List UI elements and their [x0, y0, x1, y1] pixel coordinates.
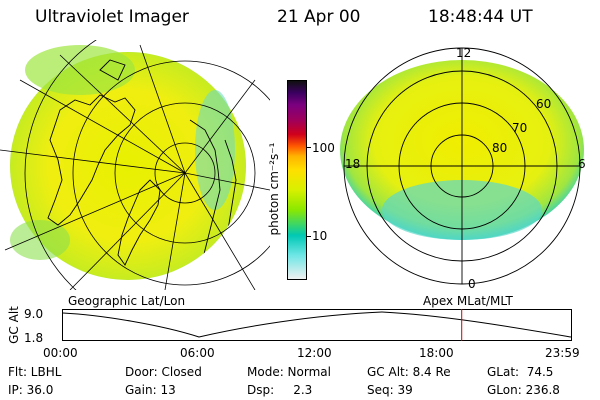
time-tick-0000: 00:00: [43, 346, 78, 360]
mlt-label-0: 0: [468, 277, 476, 291]
mlt-polar-plot: [340, 47, 584, 285]
status-mode: Mode: Normal: [247, 365, 331, 379]
status-glon: GLon: 236.8: [487, 383, 560, 397]
lat-lon-grid: [0, 40, 270, 290]
altitude-plot-frame: [62, 309, 572, 341]
status-gain: Gain: 13: [125, 383, 176, 397]
colorbar-tick-mark: [307, 236, 311, 237]
altitude-plot: [62, 309, 572, 341]
colorbar-unit-label: photon cm⁻²s⁻¹: [267, 142, 281, 236]
mlat-label-60: 60: [536, 97, 552, 111]
altitude-curve: [62, 311, 572, 338]
status-ip: IP: 36.0: [8, 383, 54, 397]
polar-grid: [343, 47, 581, 285]
status-door: Door: Closed: [125, 365, 202, 379]
mlt-label-6: 6: [578, 157, 586, 171]
status-flt: Flt: LBHL: [8, 365, 62, 379]
coastline: [47, 59, 237, 271]
app-title: Ultraviolet Imager: [35, 7, 189, 27]
status-dsp: Dsp: 2.3: [247, 383, 313, 397]
colorbar-tick-mark: [307, 147, 311, 148]
status-seq: Seq: 39: [367, 383, 413, 397]
date-label: 21 Apr 00: [277, 7, 361, 27]
time-label: 18:48:44 UT: [428, 7, 533, 27]
geographic-panel-label: Geographic Lat/Lon: [68, 294, 186, 308]
colorbar-tick-10: 10: [312, 229, 328, 243]
apex-panel-label: Apex MLat/MLT: [423, 294, 513, 308]
color-scale-bar: [287, 80, 307, 280]
aurora-emission-disk: [10, 45, 246, 280]
status-gc-alt: GC Alt: 8.4 Re: [367, 365, 451, 379]
time-tick-1800: 18:00: [419, 346, 454, 360]
altitude-tick-high: 9.0: [24, 307, 44, 321]
time-tick-0600: 06:00: [180, 346, 215, 360]
mlat-label-80: 80: [492, 141, 508, 155]
colorbar-tick-100: 100: [312, 141, 335, 155]
mlat-label-70: 70: [512, 121, 528, 135]
mlt-label-12: 12: [456, 46, 472, 60]
altitude-axis-label: GC Alt: [7, 306, 21, 344]
altitude-tick-low: 1.8: [24, 331, 44, 345]
time-tick-2359: 23:59: [545, 346, 580, 360]
mlt-label-18: 18: [345, 157, 361, 171]
status-glat: GLat: 74.5: [487, 365, 554, 379]
time-tick-1200: 12:00: [297, 346, 332, 360]
geographic-image: [0, 40, 270, 290]
